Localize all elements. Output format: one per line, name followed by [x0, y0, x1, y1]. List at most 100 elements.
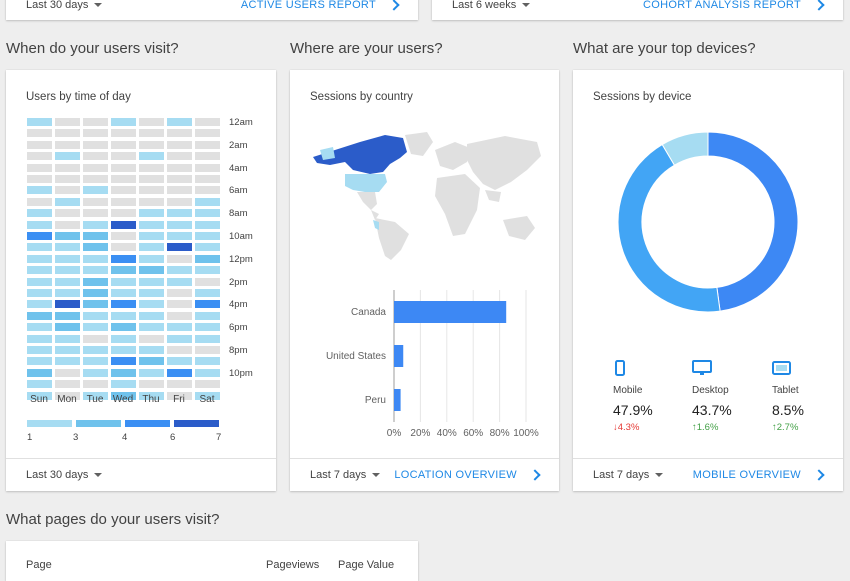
- day-label: Thu: [142, 394, 160, 405]
- heatmap-cell: [139, 175, 164, 183]
- heatmap-cell: [111, 380, 136, 389]
- heatmap-cell: [167, 118, 192, 126]
- heatmap-cell: [27, 163, 52, 172]
- heatmap-cell: [111, 391, 136, 400]
- heatmap-cell: [111, 311, 136, 320]
- heatmap-cell: [195, 243, 220, 252]
- section-title-where: Where are your users?: [290, 40, 443, 57]
- heatmap-cell: [167, 311, 192, 320]
- active-users-report-link[interactable]: ACTIVE USERS REPORT: [241, 0, 400, 11]
- heatmap-cell: [27, 118, 52, 126]
- heatmap-cell: [27, 209, 52, 218]
- heatmap-cell: [195, 311, 220, 320]
- heatmap-cell: [111, 140, 136, 149]
- x-tick-label: 80%: [490, 428, 510, 439]
- heatmap-cell: [167, 220, 192, 229]
- heatmap-cell: [111, 152, 136, 161]
- heatmap-cell: [111, 254, 136, 263]
- cohort-card: Last 6 weeks COHORT ANALYSIS REPORT: [432, 0, 843, 20]
- heatmap-cell: [111, 323, 136, 332]
- date-range-dropdown[interactable]: Last 6 weeks: [452, 0, 531, 11]
- heatmap-cell: [83, 334, 108, 343]
- heatmap-cell: [111, 220, 136, 229]
- device-desktop: Desktop 43.7% ↑1.6%: [692, 360, 732, 433]
- bar: [394, 345, 404, 367]
- heatmap-cell: [55, 152, 80, 161]
- heatmap-cell: [55, 243, 80, 252]
- heatmap-cell: [139, 323, 164, 332]
- heatmap-cell: [139, 232, 164, 240]
- cohort-analysis-report-link[interactable]: COHORT ANALYSIS REPORT: [643, 0, 825, 11]
- time-label: 6pm: [229, 322, 248, 334]
- column-header-pageviews[interactable]: Pageviews: [266, 559, 320, 571]
- heatmap-cell: [83, 346, 108, 354]
- time-label: 2am: [229, 139, 248, 151]
- heatmap-cell: [55, 289, 80, 297]
- section-title-pages: What pages do your users visit?: [6, 511, 220, 528]
- column-header-page[interactable]: Page: [26, 559, 52, 571]
- heatmap-cell: [139, 300, 164, 309]
- heatmap-cell: [195, 129, 220, 138]
- day-label: Sun: [30, 394, 48, 405]
- chevron-right-icon: [813, 0, 825, 11]
- heatmap-cell: [27, 266, 52, 275]
- section-title-visit: When do your users visit?: [6, 40, 179, 57]
- heatmap-cell: [55, 277, 80, 286]
- day-label: Mon: [57, 394, 77, 405]
- heatmap-cell: [139, 118, 164, 126]
- heatmap-cell: [167, 175, 192, 183]
- heatmap-cell: [195, 323, 220, 332]
- day-label: Tue: [86, 394, 104, 405]
- legend-label: 7: [216, 432, 222, 443]
- heatmap-cell: [167, 243, 192, 252]
- tablet-icon: [772, 361, 791, 375]
- heatmap-cell: [55, 368, 80, 377]
- date-range-dropdown[interactable]: Last 30 days: [26, 469, 103, 481]
- heatmap-cell: [111, 118, 136, 126]
- card-title: Sessions by country: [310, 91, 413, 103]
- heatmap-cell: [83, 175, 108, 183]
- heatmap-cell: [167, 289, 192, 297]
- heatmap-cell: [195, 334, 220, 343]
- card-title: Sessions by device: [593, 91, 692, 103]
- heatmap-cell: [83, 323, 108, 332]
- heatmap-cell: [83, 243, 108, 252]
- heatmap-cell: [55, 129, 80, 138]
- phone-icon: [615, 360, 625, 376]
- chevron-down-icon: [522, 3, 531, 7]
- date-range-dropdown[interactable]: Last 7 days: [310, 469, 381, 481]
- heatmap-cell: [27, 357, 52, 366]
- heatmap-cell: [111, 266, 136, 275]
- heatmap-cell: [111, 346, 136, 354]
- heatmap-cell: [27, 140, 52, 149]
- date-range-dropdown[interactable]: Last 30 days: [26, 0, 103, 11]
- device-mobile: Mobile 47.9% ↓4.3%: [613, 360, 653, 433]
- column-header-page-value[interactable]: Page Value: [338, 559, 395, 571]
- heatmap-cell: [83, 220, 108, 229]
- heatmap-cell: [167, 209, 192, 218]
- heatmap-cell: [55, 232, 80, 240]
- heatmap-cell: [55, 311, 80, 320]
- date-range-dropdown[interactable]: Last 7 days: [593, 469, 664, 481]
- time-label: 6am: [229, 185, 248, 197]
- donut-slice: [617, 143, 721, 313]
- chevron-down-icon: [655, 473, 664, 477]
- heatmap-cell: [139, 380, 164, 389]
- users-by-time-card: Users by time of day 12am 2am 4am 6am 8am 10a…: [6, 70, 276, 491]
- heatmap-cell: [139, 311, 164, 320]
- heatmap-cell: [139, 186, 164, 195]
- location-overview-link[interactable]: LOCATION OVERVIEW: [394, 469, 541, 481]
- heatmap-cell: [83, 266, 108, 275]
- heatmap-cell: [167, 197, 192, 206]
- time-label: 8pm: [229, 345, 248, 356]
- mobile-overview-link[interactable]: MOBILE OVERVIEW: [693, 469, 825, 481]
- heatmap-cell: [111, 175, 136, 183]
- heatmap-cell: [83, 380, 108, 389]
- heatmap-cell: [195, 368, 220, 377]
- time-label: 12am: [229, 117, 253, 128]
- heatmap-cell: [139, 254, 164, 263]
- day-label: Wed: [112, 394, 134, 405]
- heatmap-cell: [27, 277, 52, 286]
- heatmap-cell: [111, 300, 136, 309]
- heatmap-cell: [167, 140, 192, 149]
